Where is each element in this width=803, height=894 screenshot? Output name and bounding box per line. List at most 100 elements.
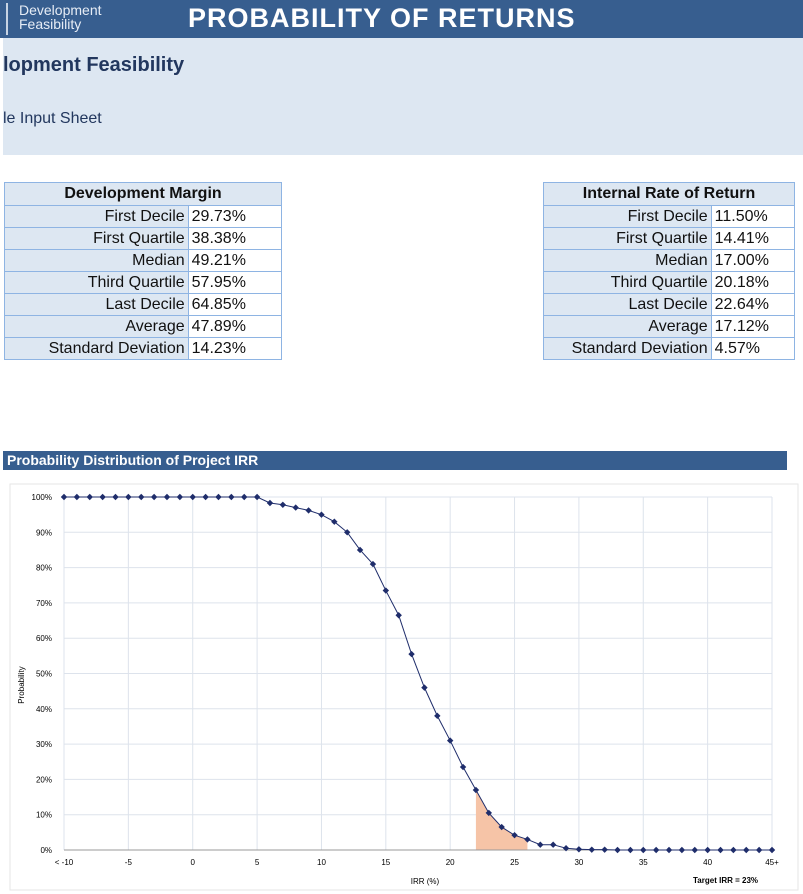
row-label: Third Quartile <box>543 271 712 294</box>
brand-logo: Development Feasibility <box>6 3 102 35</box>
row-label: Average <box>543 315 712 338</box>
table-row: Median 17.00% <box>543 249 796 272</box>
y-tick-label: 90% <box>36 528 52 537</box>
x-tick-label: 0 <box>191 858 196 867</box>
table-row: First Quartile 14.41% <box>543 227 796 250</box>
development-margin-table: Development Margin First Decile 29.73% Fir… <box>4 182 283 360</box>
data-point <box>292 504 299 511</box>
table-row: Third Quartile 57.95% <box>4 271 283 294</box>
y-tick-label: 10% <box>36 811 52 820</box>
data-point <box>228 493 235 501</box>
chart-section-header: Probability Distribution of Project IRR <box>3 451 787 470</box>
row-value: 57.95% <box>187 271 283 294</box>
row-value: 14.41% <box>710 227 796 250</box>
x-tick-label: 20 <box>446 858 455 867</box>
y-tick-label: 80% <box>36 564 52 573</box>
table-row: Average 47.89% <box>4 315 283 338</box>
data-point <box>755 846 763 854</box>
data-point <box>189 493 196 501</box>
row-value: 38.38% <box>187 227 283 250</box>
x-tick-label: 5 <box>255 858 260 867</box>
y-tick-label: 100% <box>32 493 52 502</box>
table-row: Standard Deviation 4.57% <box>543 337 796 360</box>
y-tick-label: 40% <box>36 705 52 714</box>
irr-probability-chart: 0% 10% 20% 30% 40% 50% 60% 70% 80% 90% 100% < -10 -5… <box>9 483 799 891</box>
row-value: 4.57% <box>710 337 796 360</box>
data-point <box>652 846 660 854</box>
y-tick-label: 60% <box>36 634 52 643</box>
data-point <box>253 493 261 501</box>
table-row: Average 17.12% <box>543 315 796 338</box>
data-point <box>627 846 634 854</box>
row-value: 17.00% <box>710 249 796 272</box>
row-value: 49.21% <box>187 249 283 272</box>
data-point <box>99 493 106 501</box>
data-point <box>588 846 595 853</box>
row-label: First Quartile <box>543 227 712 250</box>
row-label: Standard Deviation <box>543 337 712 360</box>
data-point <box>640 846 647 854</box>
data-point <box>241 493 248 501</box>
row-value: 47.89% <box>187 315 283 338</box>
row-label: Third Quartile <box>4 271 189 294</box>
x-tick-label: < -10 <box>55 858 74 867</box>
table-row: First Quartile 38.38% <box>4 227 283 250</box>
data-point <box>202 493 209 501</box>
data-point <box>717 846 724 854</box>
data-point <box>215 493 222 501</box>
row-value: 20.18% <box>710 271 796 294</box>
row-label: Last Decile <box>4 293 189 316</box>
data-point <box>472 786 480 794</box>
table-row: Standard Deviation 14.23% <box>4 337 283 360</box>
table-row: First Decile 11.50% <box>543 205 796 228</box>
table-row: Last Decile 22.64% <box>543 293 796 316</box>
data-point <box>395 612 402 619</box>
x-tick-label: 25 <box>510 858 519 867</box>
data-point <box>163 493 171 501</box>
row-value: 11.50% <box>710 205 796 228</box>
row-label: First Decile <box>4 205 189 228</box>
data-point <box>678 846 686 854</box>
sheet-banner: lopment Feasibility le Input Sheet <box>3 38 803 155</box>
row-label: First Decile <box>543 205 712 228</box>
x-tick-label: 35 <box>639 858 648 867</box>
chart-area <box>9 483 799 891</box>
data-point <box>125 493 132 501</box>
data-point <box>176 493 184 501</box>
row-value: 64.85% <box>187 293 283 316</box>
brand-line-2: Feasibility <box>19 16 82 32</box>
data-point <box>86 493 93 501</box>
row-label: Median <box>4 249 189 272</box>
table-row: Last Decile 64.85% <box>4 293 283 316</box>
x-tick-label: 30 <box>574 858 583 867</box>
row-label: Last Decile <box>543 293 712 316</box>
data-point <box>743 846 750 854</box>
table-row: First Decile 29.73% <box>4 205 283 228</box>
row-label: Standard Deviation <box>4 337 189 360</box>
data-point <box>112 493 119 501</box>
data-point <box>768 846 776 854</box>
row-value: 14.23% <box>187 337 283 360</box>
data-point <box>665 846 673 854</box>
data-point <box>266 499 274 507</box>
data-point <box>73 493 81 501</box>
table-title: Internal Rate of Return <box>543 182 795 206</box>
table-title: Development Margin <box>4 182 282 206</box>
y-tick-label: 0% <box>40 846 52 855</box>
y-axis-title: Probability <box>17 666 26 703</box>
data-point <box>614 846 621 854</box>
data-point <box>704 846 711 854</box>
row-label: Median <box>543 249 712 272</box>
x-tick-label: 40 <box>703 858 712 867</box>
target-shaded-area <box>475 789 528 850</box>
table-row: Median 49.21% <box>4 249 283 272</box>
x-tick-label: -5 <box>125 858 133 867</box>
data-point <box>601 846 608 853</box>
y-tick-label: 20% <box>36 775 52 784</box>
x-axis-title: IRR (%) <box>411 877 440 886</box>
data-point <box>511 831 518 839</box>
brand-line-1: Development <box>19 2 102 18</box>
data-point <box>562 845 570 852</box>
row-label: First Quartile <box>4 227 189 250</box>
y-tick-label: 70% <box>36 599 52 608</box>
